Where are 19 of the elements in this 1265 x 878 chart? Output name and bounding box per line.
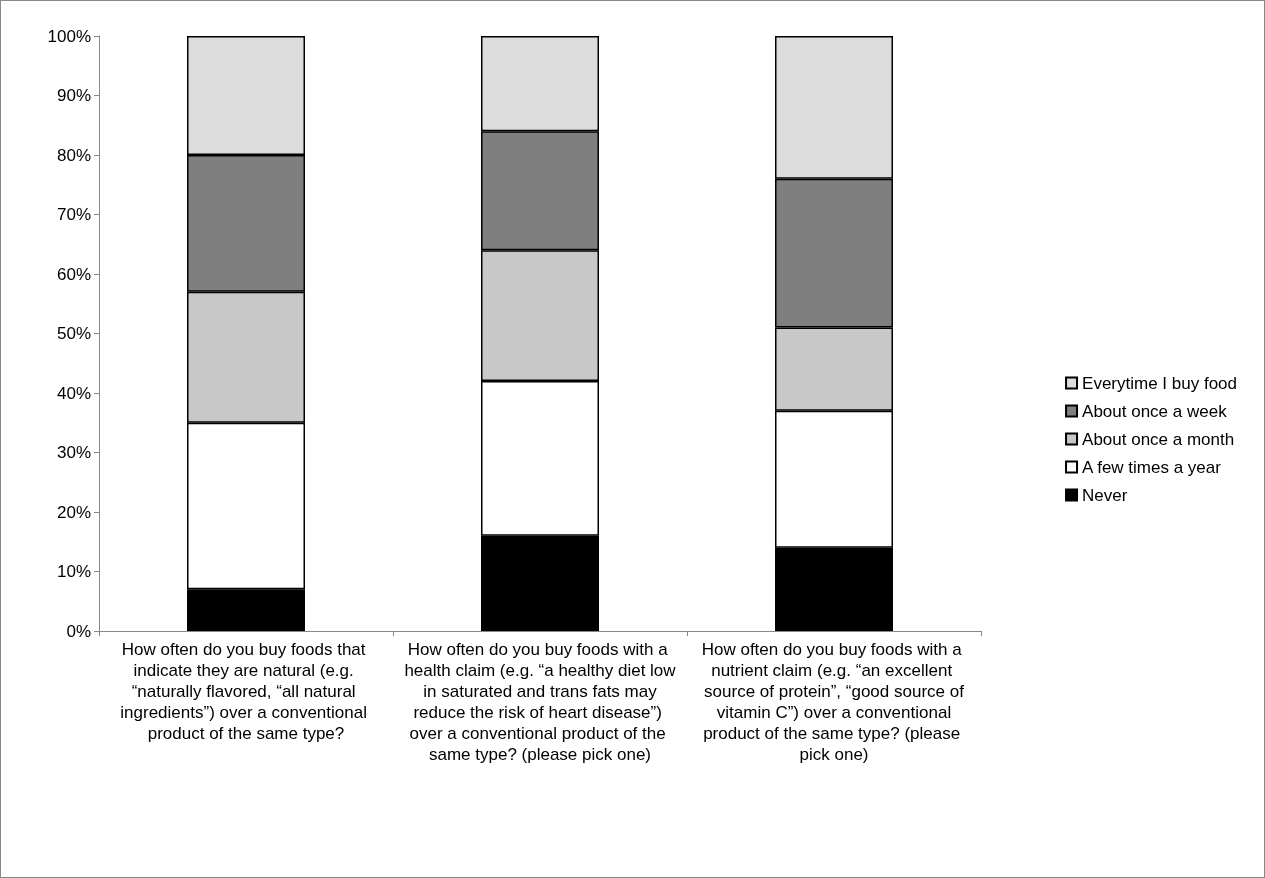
x-tick-label: How often do you buy foods with a health claim (e.g. “a healthy diet low in saturated and trans fats may reduce the risk of heart disease”) over a conventional product of the same type? (please pick one)	[404, 640, 677, 764]
legend-label: About once a week	[1082, 401, 1228, 421]
y-tick-label: 60%	[56, 264, 91, 284]
legend-label: A few times a year	[1082, 457, 1222, 477]
x-tick-label: How often do you buy foods that indicate they are natural (e.g. “naturally flavored, “all natural ingredients”) over a conventional product of the same type?	[120, 640, 372, 743]
y-tick-label: 40%	[56, 383, 91, 403]
y-tick-label: 0%	[66, 621, 91, 641]
y-tick-label: 90%	[56, 86, 91, 105]
y-tick-label: 100%	[47, 26, 91, 46]
y-tick-label: 70%	[56, 205, 91, 224]
legend-label: About once a month	[1082, 429, 1235, 449]
y-tick-label: 50%	[56, 324, 91, 343]
legend-label: Never	[1082, 485, 1128, 505]
y-tick-label: 10%	[56, 562, 91, 581]
x-tick-label: How often do you buy foods with a nutrient claim (e.g. “an excellent source of protein”, “good source of vitamin C”) over a conventional product of the same type? (please pick one)	[701, 640, 967, 764]
y-tick-label: 20%	[56, 502, 91, 522]
y-tick-label: 30%	[56, 443, 91, 462]
legend-label: Everytime I buy food	[1082, 373, 1238, 393]
y-tick-label: 80%	[56, 145, 91, 165]
